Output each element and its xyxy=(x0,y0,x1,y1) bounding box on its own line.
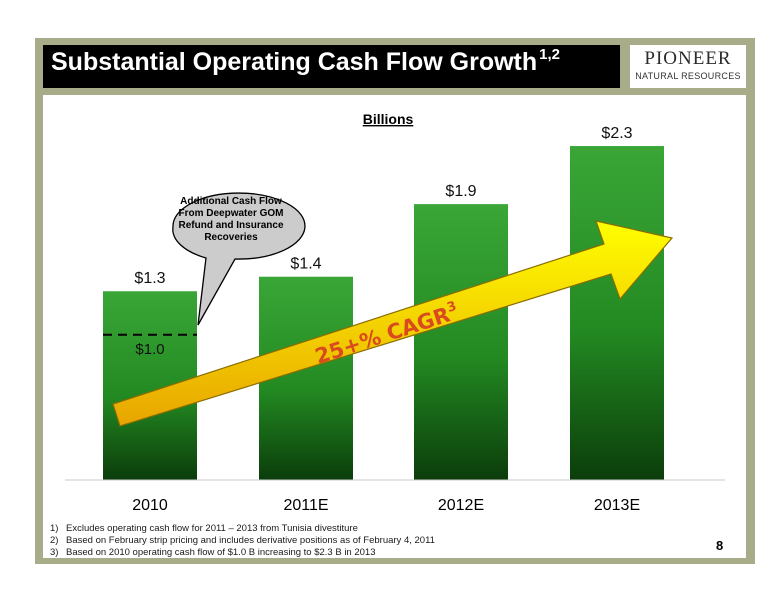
data-labels: $1.3 $1.4 $1.9 $2.3 xyxy=(134,125,632,287)
data-label-2012e: $1.9 xyxy=(445,183,476,200)
callout-bubble: Additional Cash Flow From Deepwater GOM … xyxy=(172,192,306,326)
chart-title: Billions xyxy=(363,111,414,127)
reference-label: $1.0 xyxy=(135,341,164,358)
logo-name: PIONEER xyxy=(644,48,732,69)
title-bar: Substantial Operating Cash Flow Growth 1,… xyxy=(43,45,620,88)
cash-flow-chart: Billions $1.3 $1.4 $1.9 $2.3 2010 2011E 2012E… xyxy=(65,111,725,514)
footnote-1: 1) Excludes operating cash flow for 2011 … xyxy=(50,523,358,534)
bar-2012e xyxy=(414,204,508,480)
logo-subtitle: NATURAL RESOURCES xyxy=(635,71,741,81)
page-number: 8 xyxy=(716,538,724,553)
data-label-2010: $1.3 xyxy=(134,270,165,287)
pioneer-logo: PIONEER NATURAL RESOURCES xyxy=(630,45,746,88)
footnote-3: 3) Based on 2010 operating cash flow of $… xyxy=(50,547,376,558)
slide-title: Substantial Operating Cash Flow Growth 1,… xyxy=(51,46,561,76)
x-tick-2010: 2010 xyxy=(132,497,168,514)
footnote-2: 2) Based on February strip pricing and in… xyxy=(50,535,435,546)
bars xyxy=(103,146,664,480)
bar-2013e xyxy=(570,146,664,480)
title-footnote-ref: 1,2 xyxy=(539,46,561,63)
data-label-2011e: $1.4 xyxy=(290,256,321,273)
data-label-2013e: $2.3 xyxy=(601,125,632,142)
callout-line-1: Additional Cash Flow xyxy=(180,196,282,207)
callout-line-2: From Deepwater GOM xyxy=(178,208,283,219)
x-tick-2013e: 2013E xyxy=(594,497,640,514)
x-tick-2012e: 2012E xyxy=(438,497,484,514)
callout-line-3: Refund and Insurance xyxy=(178,220,283,231)
x-tick-labels: 2010 2011E 2012E 2013E xyxy=(132,497,640,514)
x-tick-2011e: 2011E xyxy=(283,497,328,514)
callout-line-4: Recoveries xyxy=(204,232,258,243)
